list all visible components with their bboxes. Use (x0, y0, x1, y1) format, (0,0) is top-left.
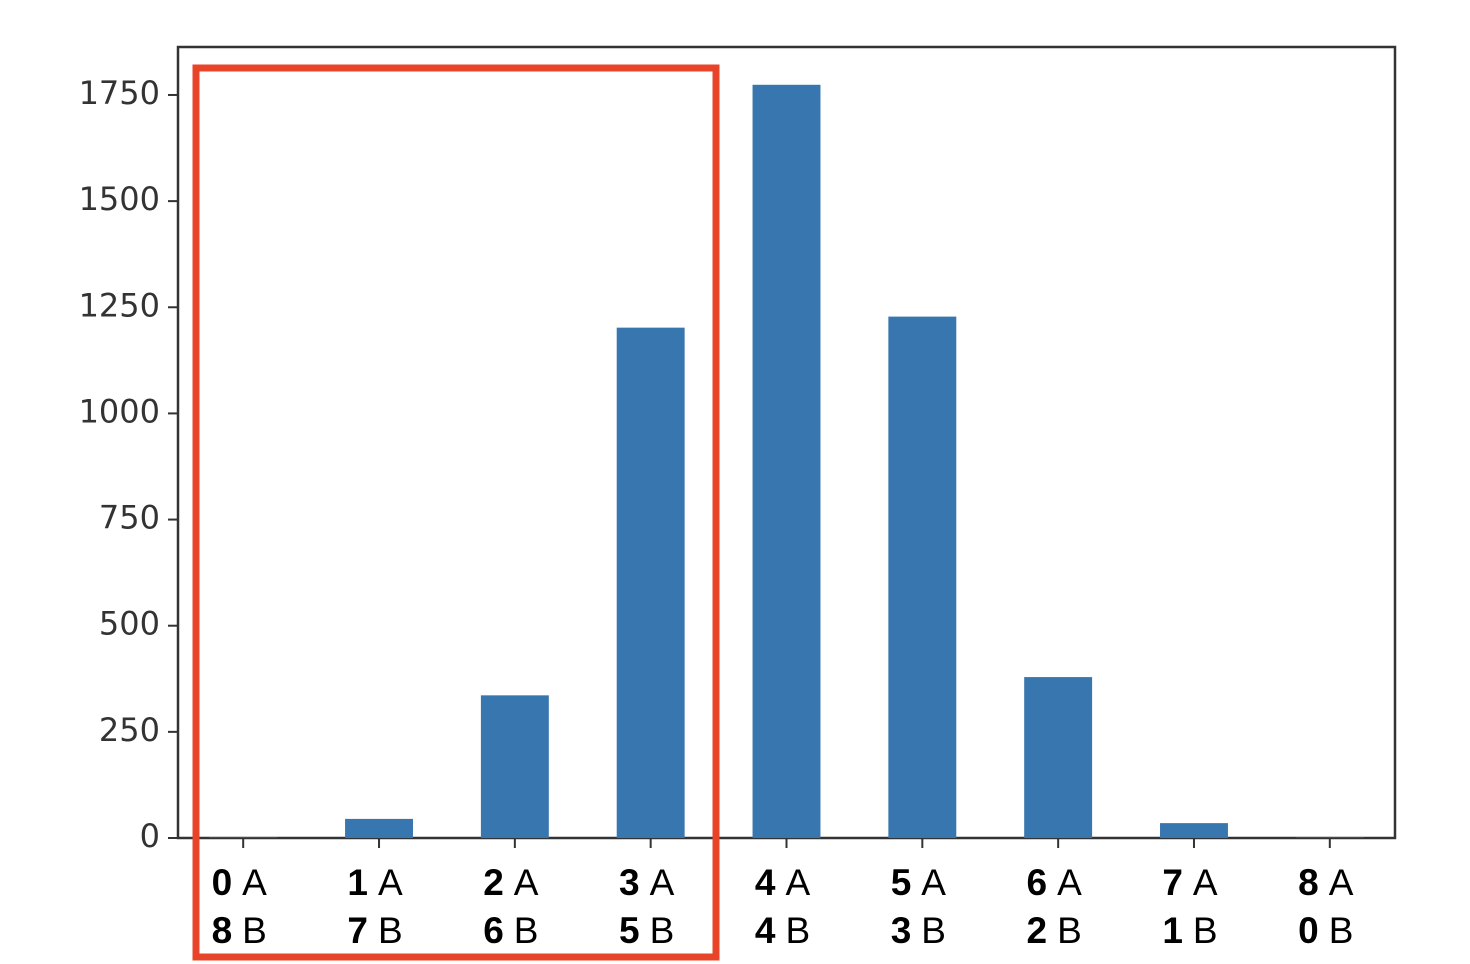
group-count: 4 (755, 910, 776, 951)
bar (480, 695, 549, 838)
y-tick-label: 1750 (79, 74, 160, 112)
group-letter: B (1193, 910, 1218, 951)
group-letter: B (785, 910, 810, 951)
group-letter: A (1057, 862, 1082, 903)
y-tick-label: 1250 (79, 286, 160, 324)
group-letter: B (650, 910, 675, 951)
group-count: 5 (891, 862, 912, 903)
group-letter: A (242, 862, 267, 903)
group-letter: B (378, 910, 403, 951)
group-letter: B (1057, 910, 1082, 951)
group-count: 0 (1298, 910, 1319, 951)
group-letter: A (1193, 862, 1218, 903)
group-count: 6 (1027, 862, 1048, 903)
group-letter: B (921, 910, 946, 951)
group-letter: B (1329, 910, 1354, 951)
group-count: 3 (891, 910, 912, 951)
bar (752, 84, 821, 839)
group-count: 3 (619, 862, 640, 903)
group-count: 5 (619, 910, 640, 951)
group-count: 1 (1162, 910, 1183, 951)
group-letter: A (378, 862, 403, 903)
group-count: 7 (347, 910, 368, 951)
group-letter: B (514, 910, 539, 951)
group-count: 7 (1162, 862, 1183, 903)
highlight-box (192, 64, 720, 961)
group-count: 8 (1298, 862, 1319, 903)
group-letter: A (514, 862, 539, 903)
group-letter: A (785, 862, 810, 903)
bar (1160, 823, 1228, 838)
group-letter: A (650, 862, 675, 903)
y-tick-label: 0 (140, 817, 160, 855)
group-letter: A (921, 862, 946, 903)
y-tick-label: 1000 (79, 392, 160, 430)
group-count: 0 (212, 862, 233, 903)
group-count: 4 (755, 862, 776, 903)
group-count: 6 (483, 910, 504, 951)
group-count: 8 (212, 910, 233, 951)
y-tick-label: 250 (99, 711, 160, 749)
bar (888, 316, 957, 838)
bar (1024, 677, 1093, 838)
group-letter: B (242, 910, 267, 951)
bar (345, 818, 413, 838)
y-tick-label: 750 (99, 499, 160, 537)
group-count: 1 (347, 862, 368, 903)
y-tick-label: 1500 (79, 180, 160, 218)
group-count: 2 (483, 862, 504, 903)
group-letter: A (1329, 862, 1354, 903)
y-tick-label: 500 (99, 605, 160, 643)
bar (616, 327, 685, 838)
group-count: 2 (1027, 910, 1048, 951)
